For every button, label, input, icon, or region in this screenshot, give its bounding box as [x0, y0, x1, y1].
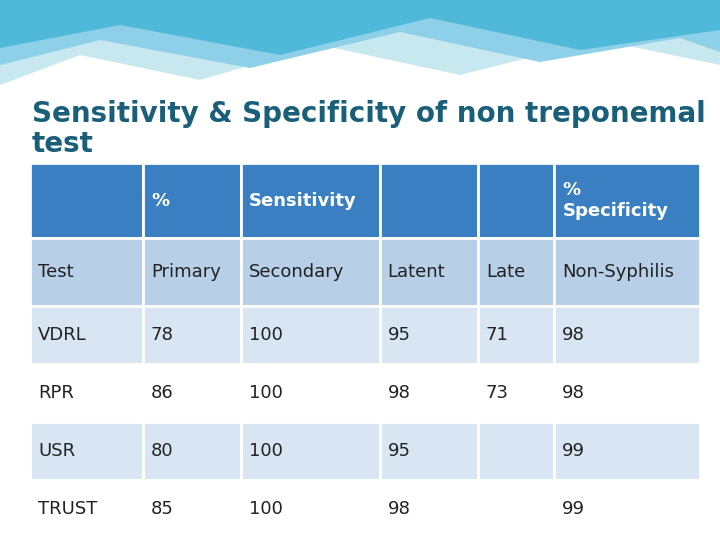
Text: 99: 99	[562, 500, 585, 518]
Bar	[30, 163, 143, 238]
Text: Non-Syphilis: Non-Syphilis	[562, 263, 675, 281]
Bar	[379, 480, 478, 538]
Text: Sensitivity & Specificity of non treponemal: Sensitivity & Specificity of non trepone…	[32, 100, 706, 128]
Bar	[478, 364, 554, 422]
Text: Primary: Primary	[151, 263, 221, 281]
Text: test: test	[32, 130, 94, 158]
Text: Sensitivity: Sensitivity	[249, 192, 357, 210]
Bar	[554, 422, 700, 480]
Text: Late: Late	[486, 263, 525, 281]
Bar	[379, 306, 478, 364]
Text: 98: 98	[387, 500, 410, 518]
Bar	[478, 480, 554, 538]
Bar	[554, 238, 700, 306]
Text: 95: 95	[387, 326, 410, 344]
Bar	[143, 364, 241, 422]
Bar	[30, 306, 143, 364]
Text: 98: 98	[562, 384, 585, 402]
Text: Latent: Latent	[387, 263, 445, 281]
Bar	[478, 163, 554, 238]
Bar	[478, 238, 554, 306]
Bar	[241, 364, 379, 422]
Text: USR: USR	[38, 442, 75, 460]
Text: 98: 98	[387, 384, 410, 402]
Text: 73: 73	[486, 384, 509, 402]
Bar	[30, 480, 143, 538]
Bar	[554, 364, 700, 422]
Bar	[554, 306, 700, 364]
Bar	[478, 306, 554, 364]
Bar	[143, 306, 241, 364]
Polygon shape	[0, 0, 720, 55]
Text: 100: 100	[249, 384, 283, 402]
Bar	[143, 422, 241, 480]
Text: 78: 78	[151, 326, 174, 344]
Text: VDRL: VDRL	[38, 326, 86, 344]
Text: 100: 100	[249, 326, 283, 344]
Text: 86: 86	[151, 384, 174, 402]
Bar	[241, 238, 379, 306]
Polygon shape	[0, 0, 720, 85]
Bar	[241, 306, 379, 364]
Text: 80: 80	[151, 442, 174, 460]
Polygon shape	[0, 0, 720, 68]
Text: 71: 71	[486, 326, 509, 344]
Bar	[379, 422, 478, 480]
Text: 100: 100	[249, 500, 283, 518]
Text: 95: 95	[387, 442, 410, 460]
Bar	[478, 422, 554, 480]
Text: RPR: RPR	[38, 384, 74, 402]
Bar	[143, 163, 241, 238]
Text: Secondary: Secondary	[249, 263, 345, 281]
Text: TRUST: TRUST	[38, 500, 97, 518]
Text: 98: 98	[562, 326, 585, 344]
Text: %: %	[151, 192, 169, 210]
Bar	[30, 238, 143, 306]
Text: 99: 99	[562, 442, 585, 460]
Bar	[241, 480, 379, 538]
Bar	[379, 238, 478, 306]
Text: Test: Test	[38, 263, 73, 281]
Bar	[241, 163, 379, 238]
Bar	[379, 163, 478, 238]
Bar	[554, 480, 700, 538]
Text: %
Specificity: % Specificity	[562, 181, 668, 220]
Bar	[379, 364, 478, 422]
Bar	[554, 163, 700, 238]
Bar	[143, 480, 241, 538]
Bar	[30, 364, 143, 422]
Text: 100: 100	[249, 442, 283, 460]
Bar	[241, 422, 379, 480]
Bar	[143, 238, 241, 306]
Text: 85: 85	[151, 500, 174, 518]
Bar	[30, 422, 143, 480]
